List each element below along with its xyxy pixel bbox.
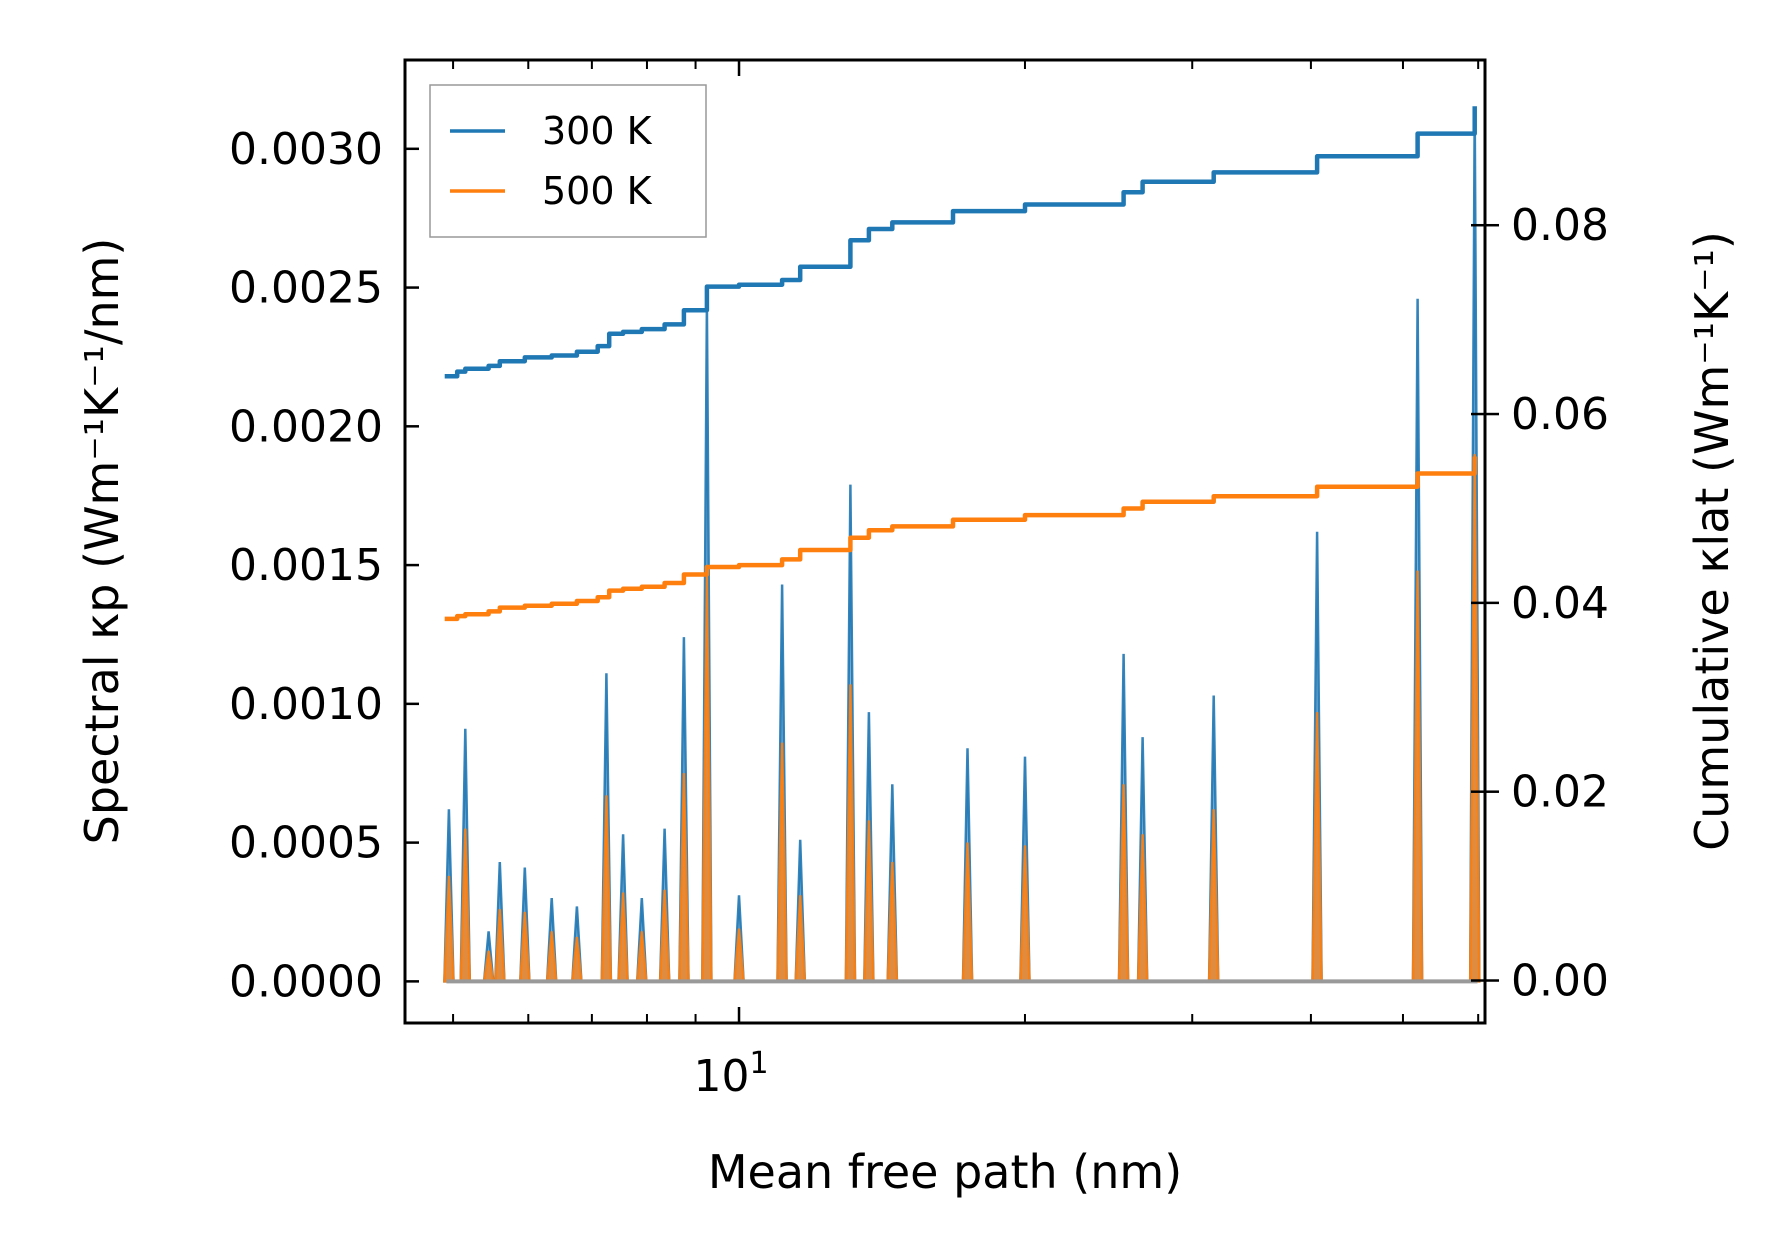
x-tick-label: 101 — [693, 1046, 768, 1102]
legend-label-500k: 500 K — [542, 169, 653, 213]
y-right-tick-label: 0.08 — [1511, 200, 1609, 251]
y-tick-label: 0.0005 — [229, 818, 383, 869]
legend: 300 K 500 K — [429, 84, 707, 238]
legend-box — [429, 84, 707, 238]
y-tick-label: 0.0000 — [229, 956, 383, 1007]
y-right-tick-label: 0.04 — [1511, 578, 1609, 629]
cumulative-line-300k — [444, 106, 1477, 379]
spectral-line-500k — [443, 454, 1481, 983]
y-right-tick-label: 0.02 — [1511, 767, 1609, 818]
y-tick-label: 0.0030 — [229, 124, 383, 175]
y-tick-label: 0.0015 — [229, 540, 383, 591]
cumulative-line-500k — [444, 456, 1477, 622]
y-axis-title-left: Spectral κp (Wm⁻¹K⁻¹/nm) — [75, 238, 129, 845]
spectral-series-layer — [443, 107, 1481, 984]
cumulative-series-layer — [444, 106, 1477, 622]
y-right-tick-label: 0.00 — [1511, 956, 1609, 1007]
x-tick-label-exponent: 1 — [749, 1046, 768, 1081]
y-tick-label: 0.0020 — [229, 401, 383, 452]
y-tick-label: 0.0010 — [229, 679, 383, 730]
y-tick-label: 0.0025 — [229, 263, 383, 314]
y-right-tick-label: 0.06 — [1511, 389, 1609, 440]
legend-label-300k: 300 K — [542, 109, 653, 153]
x-axis-title: Mean free path (nm) — [708, 1145, 1182, 1199]
ticks-layer: 0.0000 0.0005 0.0010 0.0015 0.0020 0.0025 0.00… — [229, 60, 1609, 1102]
y-axis-title-right: Cumulative κlat (Wm⁻¹K⁻¹) — [1685, 231, 1739, 851]
spectral-line-300k — [443, 107, 1481, 983]
plot-frame — [403, 58, 1487, 1025]
